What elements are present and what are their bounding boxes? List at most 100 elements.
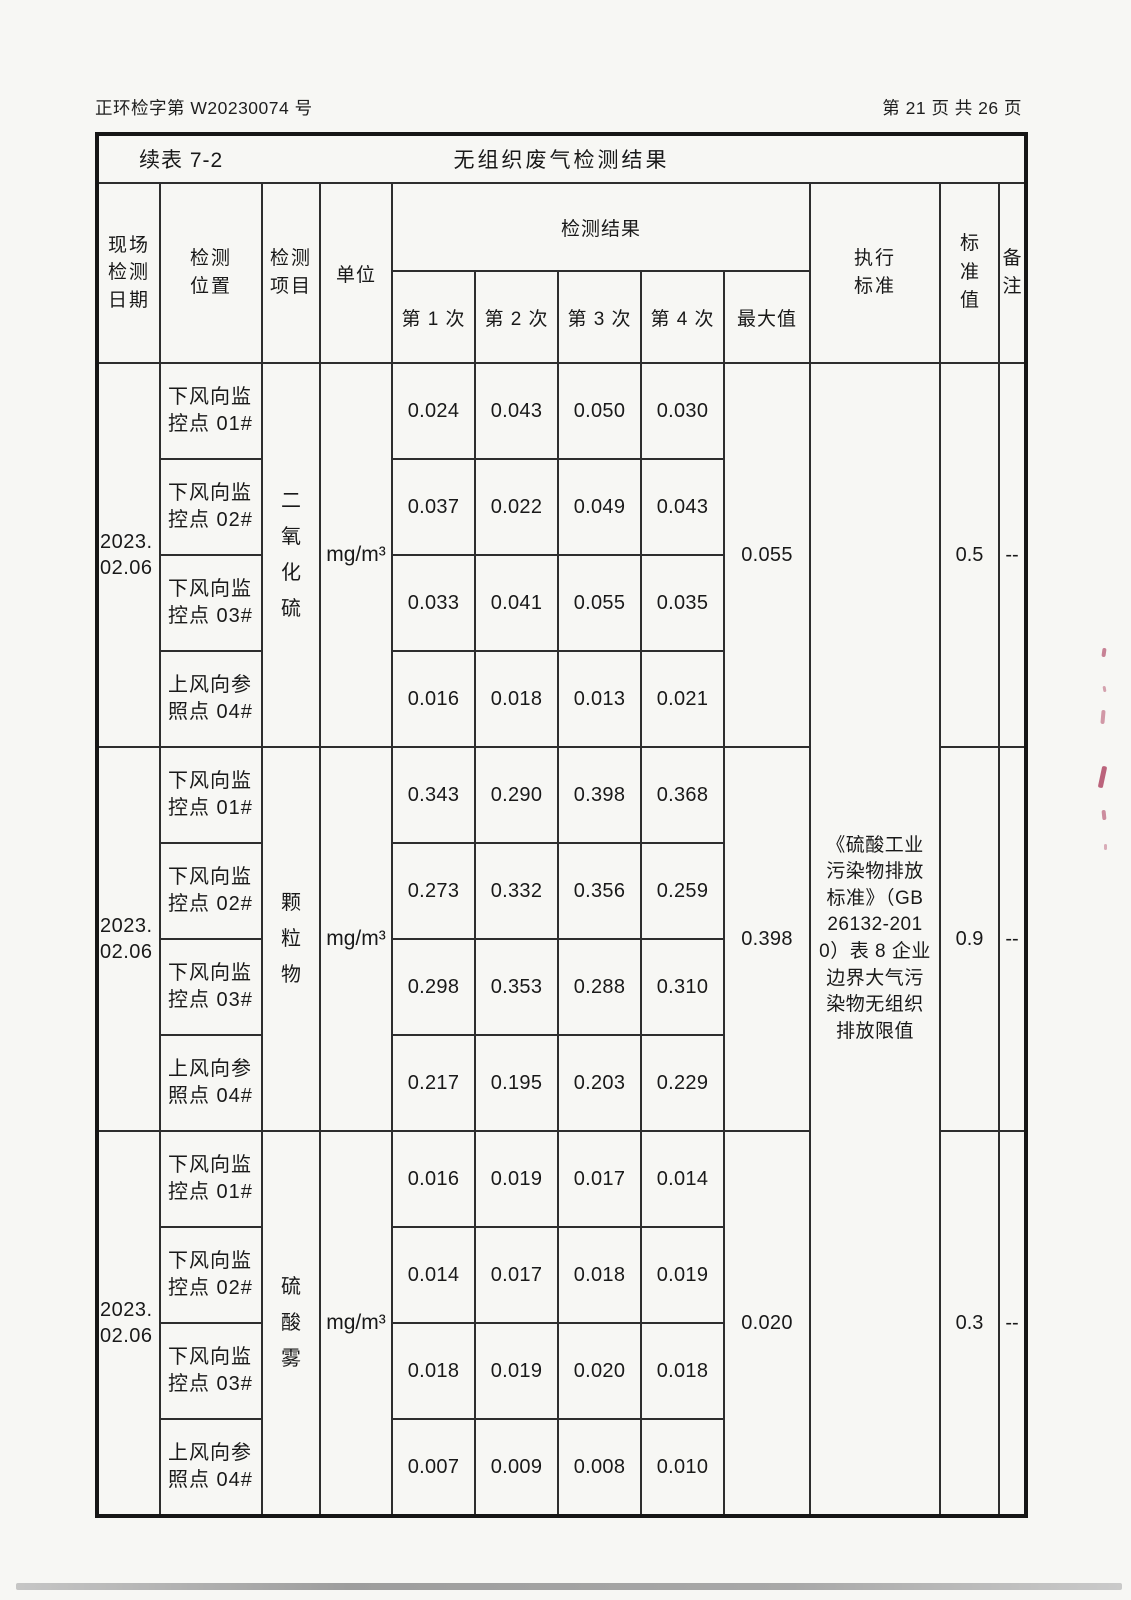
table-row: 上风向参照点 04# 0.217 0.195 0.203 0.229 bbox=[97, 1034, 1026, 1132]
value-cell: 0.014 bbox=[640, 1130, 725, 1228]
value-cell: 0.229 bbox=[640, 1034, 725, 1132]
table-row: 下风向监控点 02# 0.273 0.332 0.356 0.259 bbox=[97, 842, 1026, 940]
value-cell: 0.259 bbox=[640, 842, 725, 940]
location-cell: 下风向监控点 01# bbox=[159, 362, 263, 460]
unit-cell: mg/m³ bbox=[319, 746, 393, 1132]
red-ink-bleed-marks bbox=[1096, 647, 1112, 858]
date-cell: 2023.02.06 bbox=[96, 746, 161, 1132]
value-cell: 0.018 bbox=[640, 1322, 725, 1420]
value-cell: 0.290 bbox=[474, 746, 559, 844]
location-cell: 下风向监控点 01# bbox=[159, 746, 263, 844]
item-cell: 二氧化硫 bbox=[261, 362, 321, 748]
value-cell: 0.043 bbox=[474, 362, 559, 460]
note-cell: -- bbox=[998, 362, 1027, 748]
header-row-2: 第 1 次 第 2 次 第 3 次 第 4 次 最大值 bbox=[97, 270, 1026, 364]
value-cell: 0.010 bbox=[640, 1418, 725, 1517]
value-cell: 0.310 bbox=[640, 938, 725, 1036]
item-cell: 颗粒物 bbox=[261, 746, 321, 1132]
location-cell: 下风向监控点 02# bbox=[159, 842, 263, 940]
scan-edge-artifact bbox=[16, 1583, 1122, 1590]
header-unit: 单位 bbox=[319, 182, 393, 364]
value-cell: 0.353 bbox=[474, 938, 559, 1036]
unit-cell: mg/m³ bbox=[319, 362, 393, 748]
note-cell: -- bbox=[998, 746, 1027, 1132]
value-cell: 0.018 bbox=[391, 1322, 476, 1420]
value-cell: 0.037 bbox=[391, 458, 476, 556]
table-row: 上风向参照点 04# 0.007 0.009 0.008 0.010 bbox=[97, 1418, 1026, 1517]
table-row: 2023.02.06 下风向监控点 01# 二氧化硫 mg/m³ 0.024 0… bbox=[96, 362, 1027, 1517]
standard-value-cell: 0.9 bbox=[939, 746, 1000, 1132]
value-cell: 0.049 bbox=[557, 458, 642, 556]
location-cell: 下风向监控点 02# bbox=[159, 458, 263, 556]
table-row: 下风向监控点 02# 0.014 0.017 0.018 0.019 bbox=[97, 1226, 1026, 1324]
table-row: 下风向监控点 03# 0.298 0.353 0.288 0.310 bbox=[97, 938, 1026, 1036]
value-cell: 0.203 bbox=[557, 1034, 642, 1132]
location-cell: 下风向监控点 01# bbox=[159, 1130, 263, 1228]
value-cell: 0.008 bbox=[557, 1418, 642, 1517]
max-value-cell: 0.020 bbox=[723, 1130, 811, 1517]
value-cell: 0.013 bbox=[557, 650, 642, 748]
table-subtitle: 续表 7-2 bbox=[139, 149, 224, 172]
standard-value-cell: 0.3 bbox=[939, 1130, 1000, 1517]
page-header: 正环检字第 W20230074 号 第 21 页 共 26 页 bbox=[95, 95, 1022, 120]
table-row: 下风向监控点 03# 0.018 0.019 0.020 0.018 bbox=[97, 1322, 1026, 1420]
location-cell: 下风向监控点 03# bbox=[159, 554, 263, 652]
value-cell: 0.016 bbox=[391, 1130, 476, 1228]
value-cell: 0.016 bbox=[391, 650, 476, 748]
header-standard-value: 标准值 bbox=[939, 182, 1000, 364]
location-cell: 下风向监控点 02# bbox=[159, 1226, 263, 1324]
value-cell: 0.018 bbox=[474, 650, 559, 748]
max-value-cell: 0.055 bbox=[723, 362, 811, 748]
date-cell: 2023.02.06 bbox=[96, 1130, 161, 1517]
value-cell: 0.019 bbox=[474, 1130, 559, 1228]
value-cell: 0.017 bbox=[474, 1226, 559, 1324]
value-cell: 0.033 bbox=[391, 554, 476, 652]
note-cell: -- bbox=[998, 1130, 1027, 1517]
header-note: 备注 bbox=[998, 182, 1027, 364]
location-cell: 下风向监控点 03# bbox=[159, 938, 263, 1036]
header-run-3: 第 3 次 bbox=[557, 270, 642, 364]
standard-value-cell: 0.5 bbox=[939, 362, 1000, 748]
doc-number: 正环检字第 W20230074 号 bbox=[95, 98, 313, 118]
location-cell: 上风向参照点 04# bbox=[159, 1034, 263, 1132]
table-title-cell: 续表 7-2 无组织废气检测结果 bbox=[96, 133, 1027, 184]
header-run-2: 第 2 次 bbox=[474, 270, 559, 364]
header-results: 检测结果 bbox=[391, 182, 811, 272]
max-value-cell: 0.398 bbox=[723, 746, 811, 1132]
value-cell: 0.398 bbox=[557, 746, 642, 844]
value-cell: 0.298 bbox=[391, 938, 476, 1036]
value-cell: 0.007 bbox=[391, 1418, 476, 1517]
table-row: 上风向参照点 04# 0.016 0.018 0.013 0.021 bbox=[97, 650, 1026, 748]
header-run-1: 第 1 次 bbox=[391, 270, 476, 364]
value-cell: 0.020 bbox=[557, 1322, 642, 1420]
value-cell: 0.368 bbox=[640, 746, 725, 844]
value-cell: 0.024 bbox=[391, 362, 476, 460]
header-location: 检测位置 bbox=[159, 182, 263, 364]
value-cell: 0.043 bbox=[640, 458, 725, 556]
location-cell: 上风向参照点 04# bbox=[159, 1418, 263, 1517]
value-cell: 0.332 bbox=[474, 842, 559, 940]
header-row-1: 现场检测日期 检测位置 检测项目 单位 检测结果 执行标准 标准值 备注 bbox=[96, 182, 1027, 364]
header-item: 检测项目 bbox=[261, 182, 321, 364]
standard-reference-cell: 《硫酸工业污染物排放标准》（GB 26132-2010）表 8 企业边界大气污染… bbox=[809, 362, 941, 1517]
value-cell: 0.055 bbox=[557, 554, 642, 652]
location-cell: 下风向监控点 03# bbox=[159, 1322, 263, 1420]
table-row: 2023.02.06 下风向监控点 01# 颗粒物 mg/m³ 0.343 0.… bbox=[96, 746, 1027, 1132]
value-cell: 0.288 bbox=[557, 938, 642, 1036]
header-date: 现场检测日期 bbox=[96, 182, 161, 364]
header-max: 最大值 bbox=[723, 270, 811, 364]
location-cell: 上风向参照点 04# bbox=[159, 650, 263, 748]
value-cell: 0.021 bbox=[640, 650, 725, 748]
detection-results-table: 续表 7-2 无组织废气检测结果 现场检测日期 检测位置 检测项目 单位 检测结… bbox=[95, 132, 1028, 1518]
value-cell: 0.035 bbox=[640, 554, 725, 652]
value-cell: 0.019 bbox=[474, 1322, 559, 1420]
table-row: 下风向监控点 03# 0.033 0.041 0.055 0.035 bbox=[97, 554, 1026, 652]
date-cell: 2023.02.06 bbox=[96, 362, 161, 748]
value-cell: 0.022 bbox=[474, 458, 559, 556]
value-cell: 0.041 bbox=[474, 554, 559, 652]
table-title-row: 续表 7-2 无组织废气检测结果 bbox=[96, 133, 1027, 184]
value-cell: 0.356 bbox=[557, 842, 642, 940]
item-cell: 硫酸雾 bbox=[261, 1130, 321, 1517]
value-cell: 0.017 bbox=[557, 1130, 642, 1228]
